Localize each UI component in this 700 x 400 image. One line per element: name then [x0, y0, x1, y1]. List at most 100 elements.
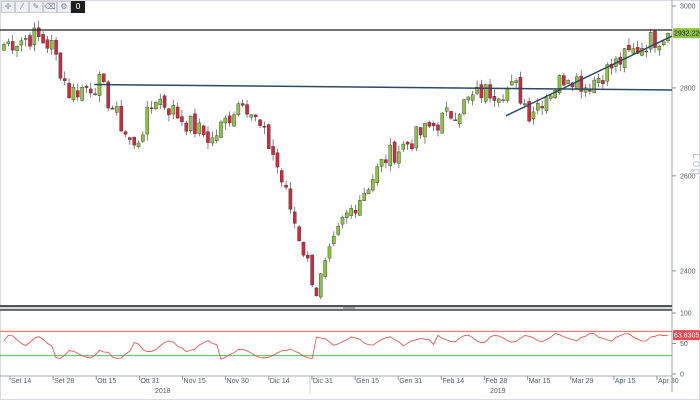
candle-body-down	[67, 82, 71, 99]
candle-body-down	[84, 85, 89, 88]
candle-body-down	[28, 35, 32, 47]
candle-body-up	[362, 192, 366, 201]
candle	[401, 141, 406, 152]
candle	[149, 101, 154, 114]
candle	[236, 101, 241, 117]
candle	[284, 180, 288, 190]
candle-body-up	[15, 45, 19, 51]
candle-body-down	[540, 106, 544, 109]
candle	[627, 38, 631, 52]
candle	[349, 204, 353, 219]
candle	[162, 93, 167, 110]
candle-body-up	[648, 32, 653, 50]
candle-body-down	[284, 184, 288, 188]
candle-body-down	[132, 136, 136, 146]
candle-body-up	[214, 135, 219, 141]
candle	[583, 84, 588, 97]
crosshair-icon[interactable]: ✛	[1, 1, 15, 13]
candle-body-down	[601, 80, 605, 85]
candle	[175, 102, 180, 120]
candle-body-up	[379, 158, 384, 167]
candle-body-up	[19, 40, 24, 46]
candle	[67, 78, 71, 100]
candle-body-down	[110, 107, 115, 110]
candle-body-up	[171, 105, 176, 115]
candle	[540, 100, 544, 116]
settings-icon[interactable]: ⚙	[57, 1, 71, 13]
candle-body-up	[496, 98, 501, 103]
candle-body-down	[479, 84, 484, 99]
candle-body-down	[297, 226, 301, 242]
candle	[306, 251, 310, 262]
candle-body-down	[180, 116, 184, 123]
candle-body-down	[36, 27, 41, 37]
rsi-value-label: 63.8305	[674, 333, 699, 340]
candle	[488, 79, 492, 103]
x-tick-label: Apr 15	[615, 378, 636, 385]
candle	[115, 101, 119, 116]
candle	[266, 123, 271, 150]
candle	[562, 73, 566, 86]
candle-body-down	[93, 93, 97, 95]
candle	[366, 187, 371, 195]
candle-body-down	[10, 41, 15, 51]
x-tick-label: Mar 15	[529, 378, 551, 385]
candle	[609, 58, 614, 75]
candle-body-down	[184, 122, 189, 132]
candle	[653, 30, 657, 53]
candle	[167, 107, 171, 122]
candle	[71, 83, 76, 103]
candle	[462, 98, 466, 116]
candle-body-down	[266, 124, 271, 150]
candle	[436, 122, 440, 137]
candle-body-down	[427, 122, 432, 127]
candle-body-up	[358, 200, 362, 216]
candle	[297, 225, 301, 242]
candles	[2, 20, 670, 300]
candle-body-up	[232, 114, 236, 127]
pencil-icon[interactable]: ✎	[29, 1, 43, 13]
candle-body-down	[301, 241, 306, 256]
eraser-icon[interactable]: ⌫	[43, 1, 57, 13]
candle	[527, 97, 531, 124]
candle-body-down	[128, 137, 132, 140]
candle	[227, 111, 232, 127]
candle	[466, 96, 471, 104]
candle	[141, 131, 145, 143]
candle	[327, 243, 332, 262]
y-tick-label: 2800	[680, 85, 696, 92]
candle	[201, 124, 206, 138]
candle-body-up	[536, 102, 540, 111]
candle	[544, 94, 549, 114]
candle	[371, 174, 375, 193]
candle	[453, 112, 458, 121]
y-tick-label: 2400	[680, 268, 696, 275]
candle	[397, 145, 401, 169]
candle	[631, 42, 636, 56]
candle	[479, 79, 484, 103]
candle-body-down	[245, 104, 249, 115]
candle-body-up	[397, 151, 401, 164]
candle-body-down	[653, 30, 657, 48]
candle	[123, 130, 128, 138]
candle-body-down	[410, 143, 414, 150]
candle-body-up	[219, 121, 223, 138]
zero-button[interactable]: 0	[71, 1, 85, 13]
candle	[275, 148, 280, 174]
candle	[219, 120, 223, 138]
panel-resize-handle	[343, 307, 355, 309]
candle-body-up	[336, 225, 340, 235]
candle-body-up	[345, 212, 349, 218]
rsi-y-tick-label: 0	[680, 372, 684, 379]
x-tick-label: Feb 28	[485, 378, 507, 385]
candle-body-down	[162, 95, 167, 108]
candle	[279, 168, 284, 187]
candle	[531, 106, 536, 125]
candle-body-up	[327, 246, 332, 259]
candle-body-down	[431, 122, 436, 127]
candle-body-down	[288, 188, 293, 210]
candle-body-up	[505, 87, 510, 101]
candle-body-up	[366, 189, 371, 195]
line-tool-icon[interactable]: ⁄	[15, 1, 29, 13]
